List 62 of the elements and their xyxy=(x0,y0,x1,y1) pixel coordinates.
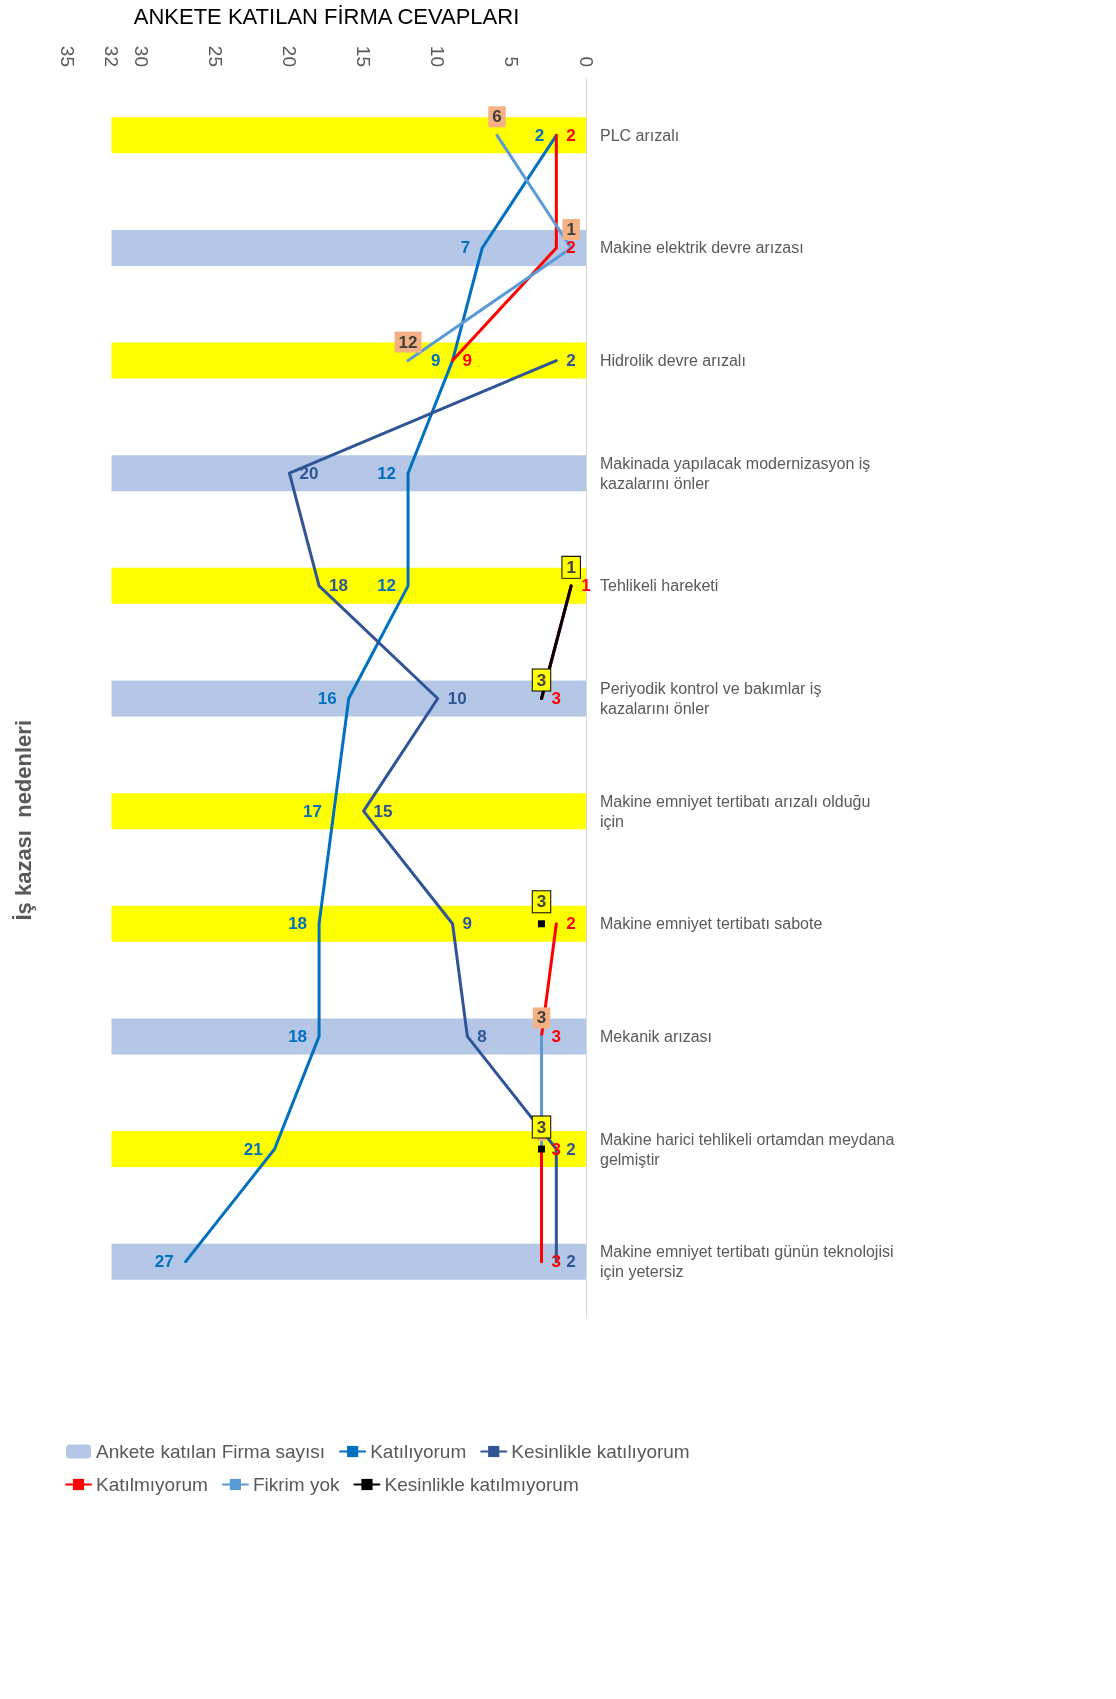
data-label: 27 xyxy=(154,1252,174,1272)
y-tick-label: Makine emniyet tertibatı sabote xyxy=(600,915,823,933)
data-label: 12 xyxy=(377,463,397,483)
data-label: 2 xyxy=(566,1252,576,1272)
y-tick-label: Mekanik arızası xyxy=(600,1027,713,1045)
x-tick-label: 15 xyxy=(353,45,375,67)
data-label: 9 xyxy=(431,351,441,371)
data-label: 10 xyxy=(447,689,467,708)
data-label: 2 xyxy=(566,125,576,145)
data-label: 3 xyxy=(536,1117,547,1137)
legend-label: Kesinlikle katılıyorum xyxy=(511,1441,690,1462)
data-label: 21 xyxy=(243,1139,263,1159)
data-label: 3 xyxy=(551,1026,561,1046)
data-label: 3 xyxy=(536,1008,547,1028)
y-tick-label: Tehlikeli hareketi xyxy=(600,577,719,595)
y-tick-label: Makinada yapılacak modernizasyon iş kazalarını önler xyxy=(600,454,875,492)
data-label: 18 xyxy=(288,914,308,934)
legend-label: Katılmıyorum xyxy=(96,1474,208,1495)
data-label: 2 xyxy=(566,1139,576,1159)
y-tick-label: Makine elektrik devre arızası xyxy=(600,239,804,257)
data-label: 9 xyxy=(462,351,473,371)
data-label: 2 xyxy=(566,238,576,258)
x-axis-title: ANKETE KATILAN FİRMA CEVAPLARI xyxy=(133,3,520,29)
data-label: 1 xyxy=(566,219,576,239)
x-tick-label: 10 xyxy=(427,45,449,67)
data-label: 18 xyxy=(329,576,349,596)
y-tick-label: Periyodik kontrol ve bakımlar iş kazalarını önler xyxy=(600,680,826,717)
data-label: 7 xyxy=(460,238,471,258)
x-tick-label: 5 xyxy=(501,56,523,67)
data-label: 2 xyxy=(566,914,576,934)
y-tick-label: PLC arızalı xyxy=(600,126,680,144)
data-label: 17 xyxy=(302,801,322,821)
legend-label: Katılıyorum xyxy=(370,1441,467,1462)
data-label: 8 xyxy=(477,1026,487,1046)
x-tick-label: 30 xyxy=(130,45,152,67)
data-label: 3 xyxy=(536,670,547,690)
data-label: 3 xyxy=(551,689,561,708)
data-label: 6 xyxy=(492,107,502,127)
data-label: 3 xyxy=(551,1252,561,1272)
legend-label: Ankete katılan Firma sayısı xyxy=(96,1441,326,1462)
legend-label: Kesinlikle katılmıyorum xyxy=(384,1474,579,1495)
x-tick-label: 0 xyxy=(575,56,597,67)
x-tick-label: 20 xyxy=(278,45,300,67)
data-label: 1 xyxy=(566,557,576,577)
x-tick-label: 32 xyxy=(100,45,122,67)
data-label: 2 xyxy=(566,351,576,371)
data-label: 16 xyxy=(317,689,337,708)
data-label: 12 xyxy=(377,576,397,596)
data-label: 2 xyxy=(534,125,545,145)
y-tick-label: Makine emniyet tertibatı arızalı olduğu için xyxy=(600,792,875,830)
y-tick-label: Hidrolik devre arızalı xyxy=(600,352,746,370)
legend-label: Fikrim yok xyxy=(252,1474,340,1495)
data-label: 15 xyxy=(373,801,393,821)
y-tick-label: Makine harici tehlikeli ortamdan meydana gelmiştir xyxy=(600,1130,899,1168)
data-label: 18 xyxy=(288,1026,308,1046)
data-label: 12 xyxy=(398,332,418,352)
x-tick-label: 25 xyxy=(204,45,226,67)
data-label: 9 xyxy=(462,914,473,934)
x-tick-label: 35 xyxy=(56,45,78,67)
y-tick-label: Makine emniyet tertibatı günün teknolojisi için yetersiz xyxy=(600,1243,898,1281)
data-label: 3 xyxy=(536,892,547,912)
text: İş kazası nedenleri xyxy=(10,720,36,921)
